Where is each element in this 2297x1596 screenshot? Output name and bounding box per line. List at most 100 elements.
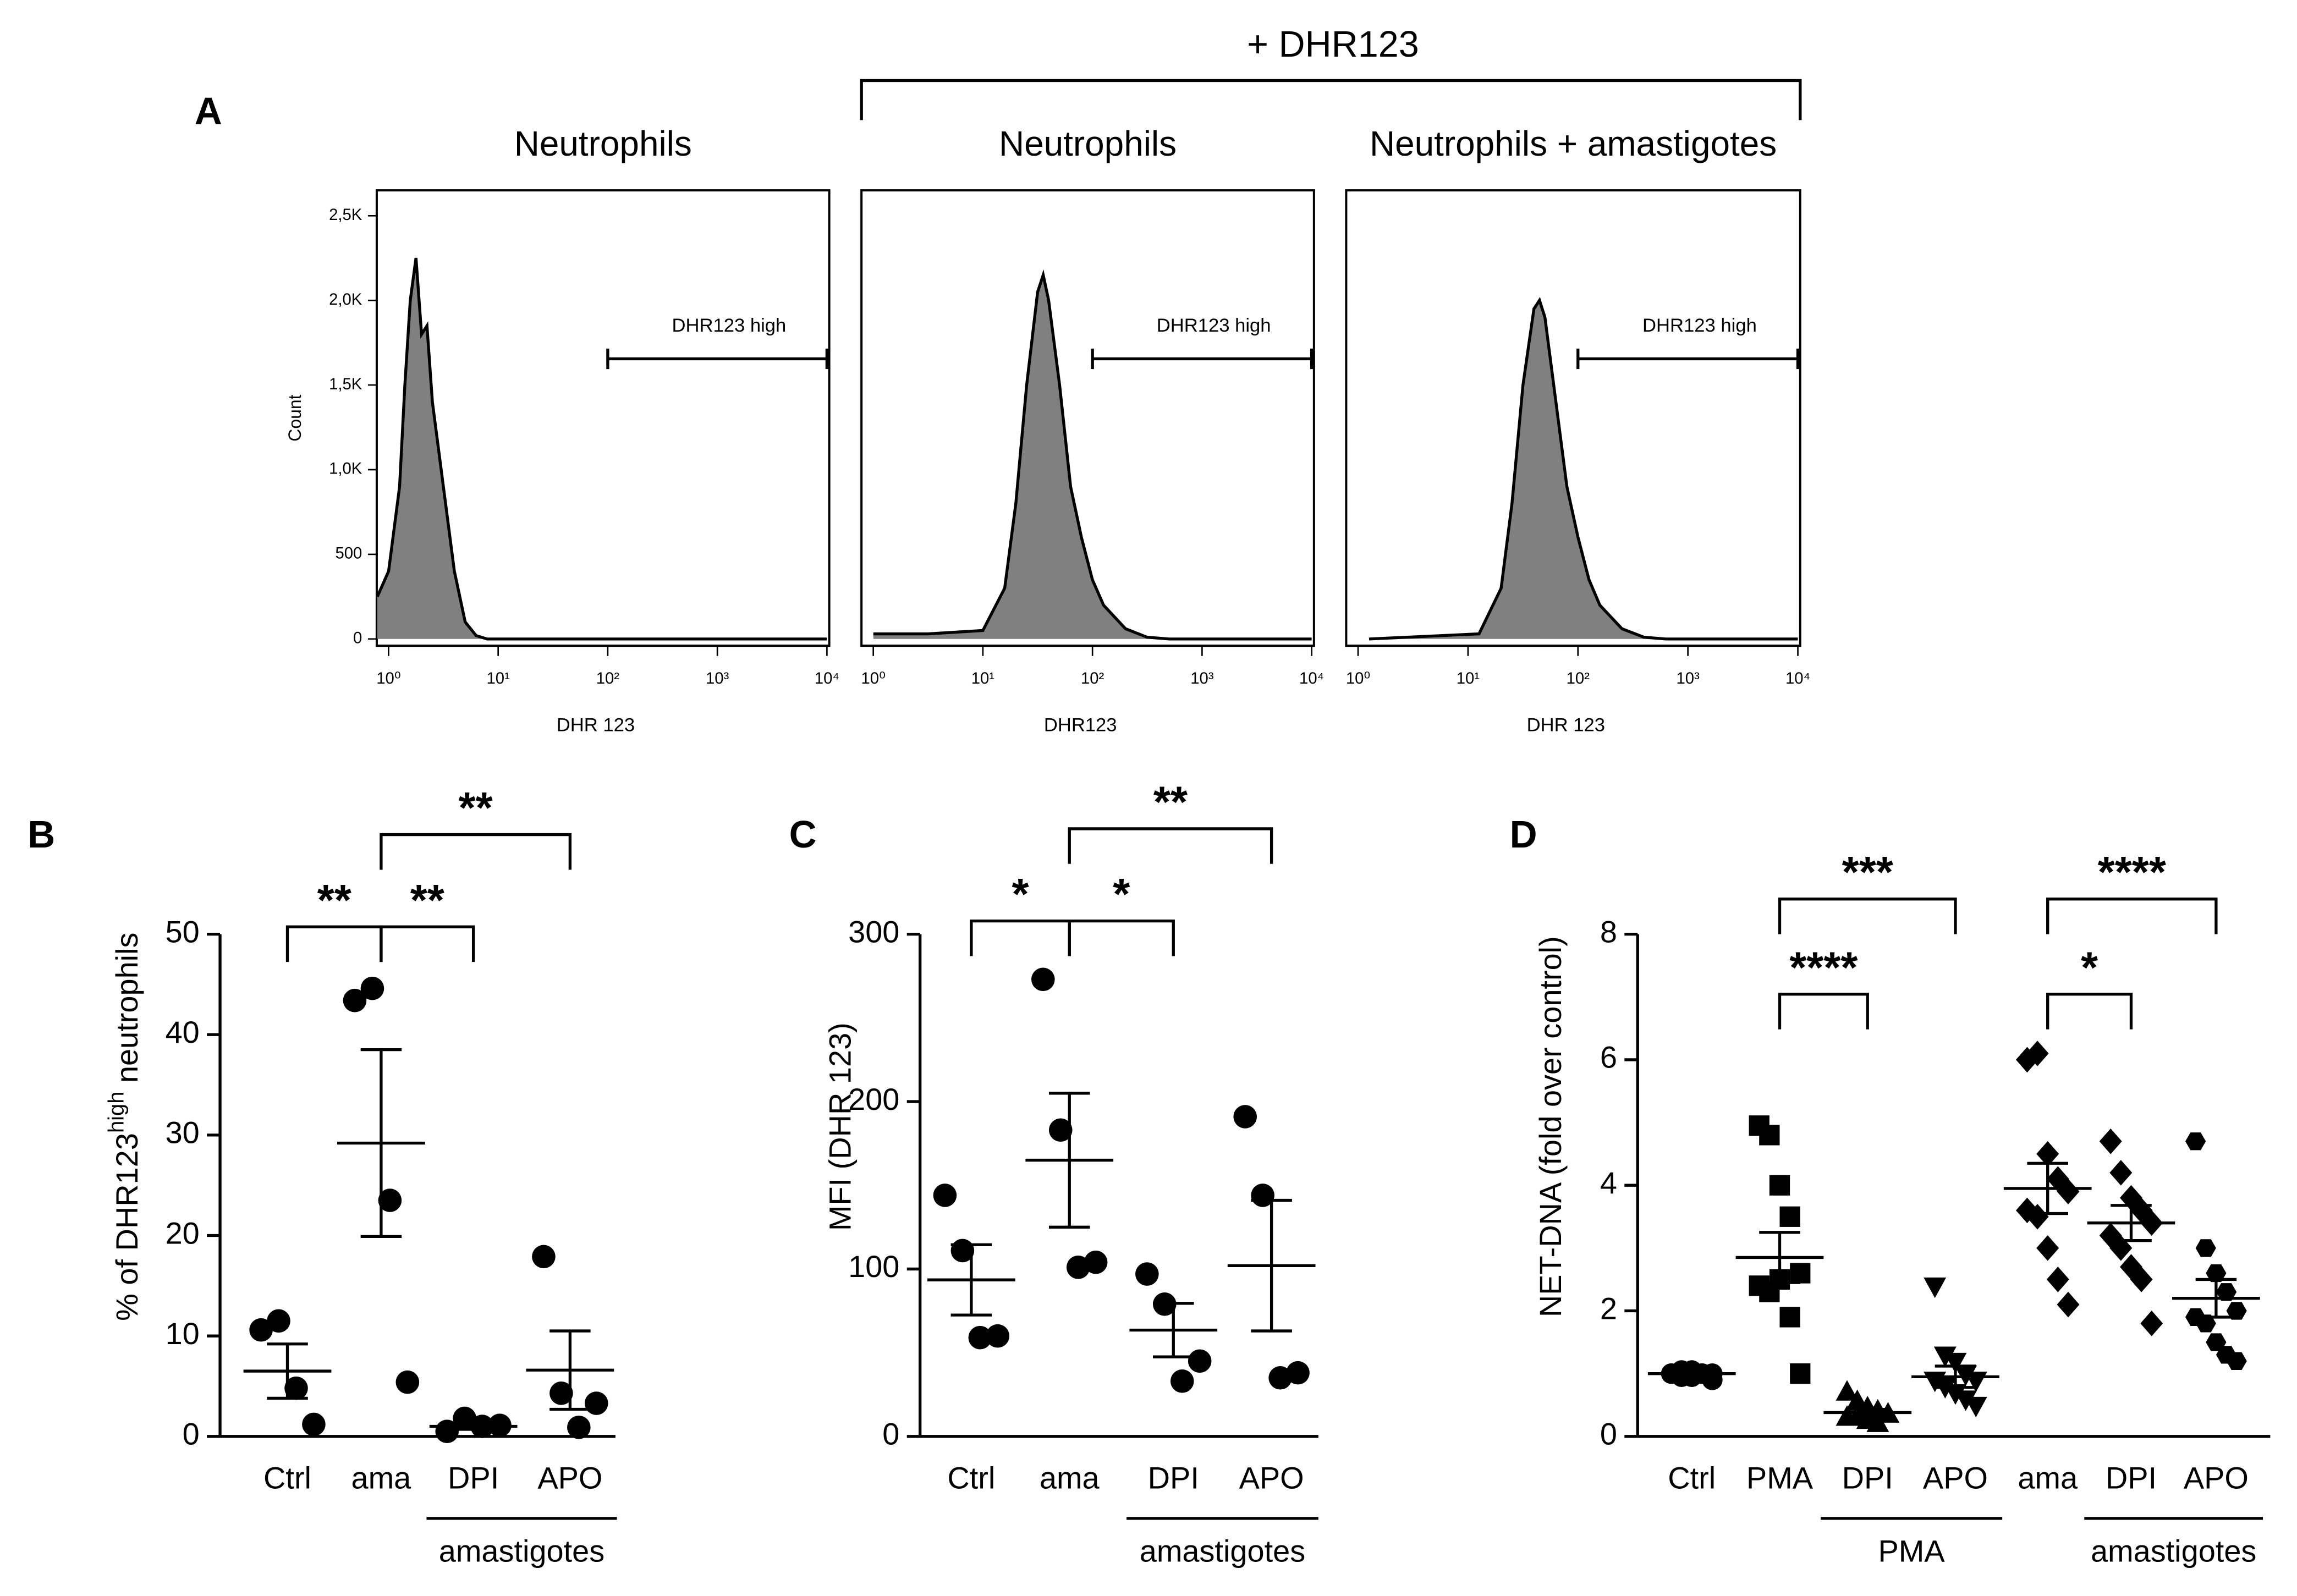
data-point <box>1066 1256 1090 1279</box>
data-point <box>1031 967 1055 992</box>
group-label: amastigotes <box>2091 1534 2256 1569</box>
panel-letter: A <box>195 90 222 133</box>
y-tick-label: 40 <box>166 1015 200 1049</box>
group-label: PMA <box>1878 1534 1946 1569</box>
data-point <box>1135 1262 1159 1286</box>
data-point <box>1759 1125 1780 1146</box>
data-point <box>2036 1235 2059 1261</box>
error-bar <box>1935 1364 1976 1389</box>
x-tick-label: 10¹ <box>487 669 510 687</box>
significance-bracket <box>970 919 1071 956</box>
gate-label: DHR123 high <box>1642 315 1757 336</box>
data-point <box>2140 1311 2163 1336</box>
error-bar <box>453 1422 494 1431</box>
data-point <box>343 988 367 1012</box>
y-tick-label: 2,0K <box>329 290 362 309</box>
x-tick-label: Ctrl <box>947 1460 995 1495</box>
x-tick-label: 10⁰ <box>1346 669 1370 687</box>
data-point <box>1779 1206 1800 1227</box>
data-point <box>302 1412 326 1437</box>
data-point <box>360 976 384 1000</box>
significance-label: * <box>1113 869 1130 918</box>
x-tick-label: 10¹ <box>1457 669 1480 687</box>
y-tick-label: 1,5K <box>329 375 362 393</box>
y-tick-label: 2 <box>1600 1291 1617 1325</box>
error-bar <box>2195 1278 2237 1319</box>
x-axis-label: DHR 123 <box>557 715 635 736</box>
x-tick-label: 10² <box>596 669 620 687</box>
significance-bracket <box>380 925 475 962</box>
data-point <box>267 1309 290 1333</box>
data-point <box>1188 1349 1212 1373</box>
y-tick-label: 30 <box>166 1115 200 1150</box>
data-point <box>395 1370 420 1394</box>
y-tick-label: 200 <box>848 1082 899 1116</box>
histogram-outline <box>1369 296 1798 641</box>
data-point <box>2130 1267 2153 1292</box>
data-point <box>2057 1291 2080 1318</box>
error-bar <box>267 1342 308 1400</box>
histogram-area <box>377 258 827 639</box>
y-tick-label: 4 <box>1600 1165 1617 1200</box>
y-tick-label: 0 <box>1600 1417 1617 1451</box>
x-tick-label: 10³ <box>1676 669 1700 687</box>
x-tick-label: APO <box>1239 1460 1304 1495</box>
x-tick-label: 10⁰ <box>861 669 886 687</box>
plot-frame <box>860 189 1315 647</box>
histogram-area <box>1369 300 1798 639</box>
x-tick-label: APO <box>537 1460 602 1495</box>
y-axis-label-part: MFI (DHR 123) <box>822 1022 857 1231</box>
data-point <box>2109 1160 2133 1186</box>
x-tick-label: 10⁴ <box>1785 669 1810 687</box>
error-bar <box>2111 1204 2152 1242</box>
data-point <box>2195 1314 2216 1333</box>
error-bar <box>1048 1092 1090 1229</box>
x-tick-label: DPI <box>448 1460 499 1495</box>
y-tick-label: 8 <box>1600 914 1617 949</box>
x-tick-label: ama <box>1040 1460 1100 1495</box>
data-point <box>2099 1129 2122 1154</box>
y-tick-label: 0 <box>183 1417 200 1451</box>
y-tick-label: 1,0K <box>329 460 362 478</box>
x-tick-label: 10⁰ <box>376 669 400 687</box>
y-axis-label-part: % of DHR123 <box>109 1133 144 1321</box>
x-tick-label: Ctrl <box>1668 1460 1716 1495</box>
plot-frame <box>375 189 831 647</box>
significance-label: * <box>1012 869 1029 918</box>
gate-label: DHR123 high <box>1157 315 1271 336</box>
significance-bracket <box>1068 827 1273 864</box>
data-point <box>284 1376 308 1400</box>
y-axis-label: NET-DNA (fold over control) <box>1533 936 1568 1317</box>
x-tick-label: APO <box>1923 1460 1988 1495</box>
x-tick-label: DPI <box>1148 1460 1199 1495</box>
data-point <box>1933 1346 1957 1367</box>
data-point <box>2216 1283 2237 1301</box>
significance-bracket <box>1778 993 1869 1030</box>
data-point <box>1268 1366 1292 1390</box>
data-point <box>2226 1302 2247 1320</box>
significance-label: ** <box>410 876 444 924</box>
data-point <box>986 1324 1010 1348</box>
data-point <box>1924 1277 1947 1298</box>
y-tick-label: 0 <box>353 629 362 647</box>
data-point <box>2185 1132 2206 1151</box>
y-axis-label-part: high <box>104 1092 128 1133</box>
panel-letter: C <box>789 813 817 856</box>
significance-label: * <box>2081 943 2098 992</box>
error-bar <box>950 1243 992 1317</box>
data-point <box>2046 1267 2069 1292</box>
data-point <box>2226 1352 2247 1370</box>
significance-label: *** <box>1842 847 1893 896</box>
y-tick-label: 0 <box>882 1417 899 1451</box>
significance-bracket <box>285 925 383 962</box>
group-label: amastigotes <box>439 1534 605 1569</box>
significance-label: ** <box>459 783 493 832</box>
significance-bracket <box>380 833 572 870</box>
group-label: amastigotes <box>1140 1534 1305 1569</box>
error-bar <box>2027 1162 2068 1215</box>
y-tick-label: 50 <box>166 914 200 949</box>
significance-bracket <box>1068 919 1175 956</box>
data-point <box>968 1325 992 1350</box>
error-bar <box>1671 1371 1713 1377</box>
x-tick-label: 10² <box>1567 669 1590 687</box>
